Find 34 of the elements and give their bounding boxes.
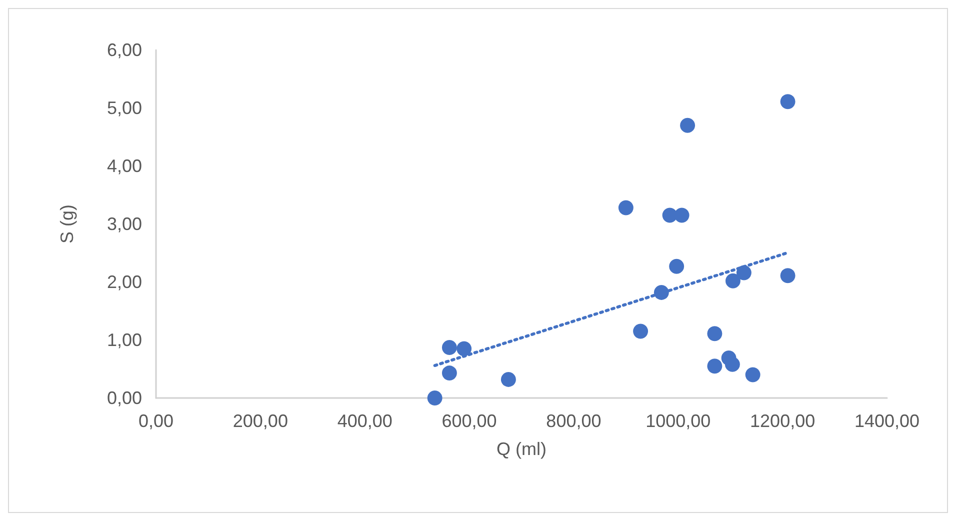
x-axis-title: Q (ml) xyxy=(496,439,546,459)
point xyxy=(669,258,684,274)
point xyxy=(500,372,516,387)
point xyxy=(674,208,690,223)
x-tick-label: 0,00 xyxy=(138,411,174,431)
point xyxy=(745,367,760,382)
point xyxy=(442,366,457,381)
y-tick-label: 6,00 xyxy=(106,40,142,60)
point xyxy=(724,356,740,372)
point xyxy=(780,94,796,110)
y-tick-label: 0,00 xyxy=(106,388,142,408)
y-tick-label: 4,00 xyxy=(106,156,142,176)
point xyxy=(618,200,634,216)
point xyxy=(442,340,457,356)
point xyxy=(707,358,722,374)
x-tick-label: 600,00 xyxy=(442,411,497,431)
x-tick-label: 1000,00 xyxy=(646,411,711,431)
x-tick-label: 1400,00 xyxy=(854,411,920,431)
point xyxy=(633,324,648,339)
x-tick-label: 1200,00 xyxy=(750,411,816,431)
y-tick-label: 3,00 xyxy=(106,214,142,234)
point xyxy=(725,273,740,288)
point xyxy=(780,268,796,284)
x-tick-label: 200,00 xyxy=(232,411,288,431)
point xyxy=(456,341,472,356)
y-tick-label: 1,00 xyxy=(106,330,142,350)
y-tick-label: 2,00 xyxy=(106,272,142,292)
x-tick-label: 800,00 xyxy=(546,411,602,431)
x-tick-label: 400,00 xyxy=(337,411,392,431)
point xyxy=(707,326,722,342)
point xyxy=(427,390,442,406)
point xyxy=(680,118,696,133)
y-tick-label: 5,00 xyxy=(106,98,142,118)
y-axis-title: S (g) xyxy=(57,204,77,244)
